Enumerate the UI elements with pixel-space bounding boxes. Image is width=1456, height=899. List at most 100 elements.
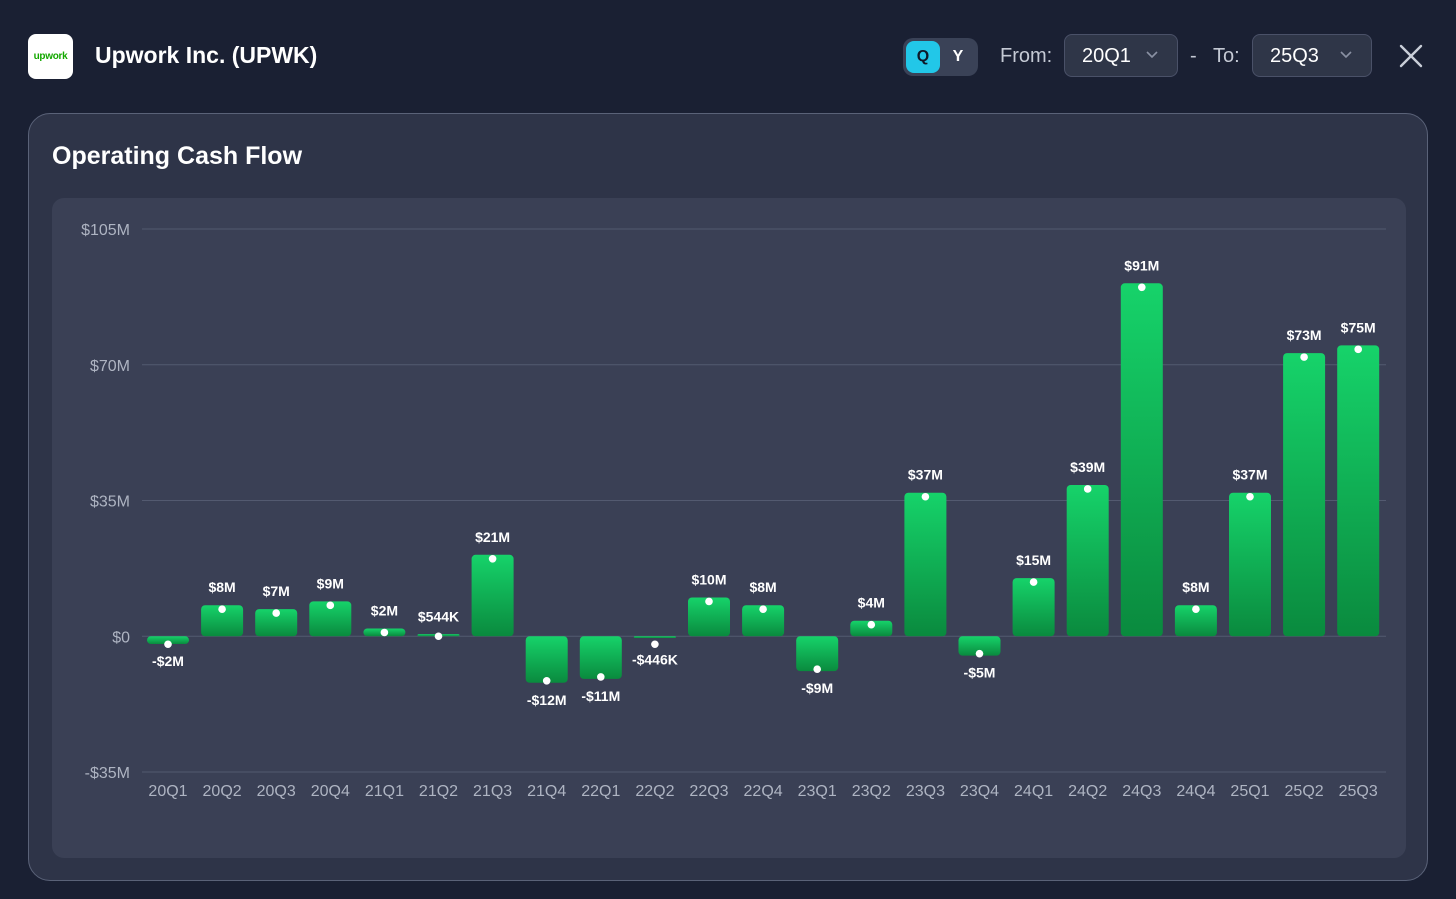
y-tick-label: $70M bbox=[90, 358, 130, 375]
x-tick-label: 22Q2 bbox=[635, 783, 674, 800]
bar bbox=[471, 554, 514, 637]
data-label: $37M bbox=[908, 467, 943, 483]
data-point bbox=[380, 628, 389, 637]
data-point bbox=[975, 649, 984, 658]
data-label: $544K bbox=[418, 608, 459, 624]
y-tick-label: $105M bbox=[81, 222, 130, 239]
bar bbox=[958, 636, 1001, 656]
data-label: $39M bbox=[1070, 459, 1105, 475]
chart-title: Operating Cash Flow bbox=[52, 142, 303, 170]
company-logo: upwork bbox=[28, 34, 73, 79]
company-name: Upwork Inc. (UPWK) bbox=[95, 42, 318, 68]
chart-plot-area: -$35M $0 $35M $70M $105M -$2M 20Q1 $8M 20Q2 $7M 20… bbox=[52, 198, 1406, 858]
to-period-value: 25Q3 bbox=[1270, 45, 1319, 67]
data-point bbox=[1354, 345, 1362, 354]
bar bbox=[579, 636, 622, 679]
x-tick-label: 25Q2 bbox=[1285, 783, 1324, 800]
x-tick-label: 23Q4 bbox=[960, 783, 999, 800]
data-label: $91M bbox=[1124, 257, 1159, 273]
data-point bbox=[488, 555, 497, 563]
data-label: $8M bbox=[749, 579, 776, 595]
bar bbox=[201, 605, 244, 637]
y-tick-label: $35M bbox=[90, 494, 130, 511]
bar bbox=[633, 636, 676, 638]
data-label: $9M bbox=[317, 575, 344, 591]
bar bbox=[796, 636, 839, 672]
x-tick-label: 22Q3 bbox=[689, 783, 728, 800]
x-tick-label: 21Q1 bbox=[365, 783, 404, 800]
data-point bbox=[759, 605, 767, 614]
x-tick-label: 25Q3 bbox=[1339, 783, 1378, 800]
operating-cash-flow-chart: -$35M $0 $35M $70M $105M -$2M 20Q1 $8M 20Q2 $7M 20… bbox=[81, 222, 1386, 800]
bar bbox=[1174, 605, 1217, 637]
from-label: From: bbox=[1000, 45, 1053, 67]
x-tick-label: 20Q1 bbox=[148, 783, 187, 800]
data-point bbox=[272, 609, 280, 617]
y-tick-label: $0 bbox=[112, 629, 130, 646]
x-tick-label: 20Q4 bbox=[311, 783, 350, 800]
bar bbox=[688, 597, 730, 637]
bar bbox=[525, 636, 568, 683]
data-point bbox=[921, 492, 930, 501]
data-point bbox=[705, 597, 713, 606]
data-label: $2M bbox=[371, 602, 398, 618]
data-point bbox=[1083, 485, 1092, 493]
close-icon[interactable] bbox=[1398, 43, 1424, 69]
bar bbox=[1120, 283, 1163, 637]
from-period-value: 20Q1 bbox=[1082, 45, 1131, 67]
x-tick-label: 24Q2 bbox=[1068, 783, 1107, 800]
x-tick-label: 23Q3 bbox=[906, 783, 945, 800]
data-label: -$9M bbox=[801, 680, 833, 696]
bar bbox=[309, 601, 352, 637]
x-tick-label: 25Q1 bbox=[1230, 783, 1269, 800]
data-point bbox=[1246, 492, 1254, 501]
x-tick-label: 24Q1 bbox=[1014, 783, 1053, 800]
x-tick-label: 21Q2 bbox=[419, 783, 458, 800]
data-point bbox=[164, 640, 172, 649]
yearly-toggle-button[interactable]: Y bbox=[952, 48, 964, 65]
data-label: $4M bbox=[858, 595, 885, 611]
data-label: -$2M bbox=[152, 653, 184, 669]
period-toggle[interactable]: Q Y bbox=[903, 38, 978, 76]
data-point bbox=[434, 632, 443, 641]
x-tick-label: 24Q3 bbox=[1122, 783, 1161, 800]
bar bbox=[1012, 578, 1055, 637]
chevron-down-icon bbox=[1146, 51, 1158, 59]
data-label: -$12M bbox=[527, 692, 567, 708]
bar bbox=[1229, 492, 1271, 637]
data-label: $37M bbox=[1232, 467, 1267, 483]
bar bbox=[904, 492, 947, 637]
data-label: $7M bbox=[263, 583, 290, 599]
data-label: -$5M bbox=[964, 665, 996, 681]
data-point bbox=[218, 605, 226, 614]
x-tick-label: 22Q1 bbox=[581, 783, 620, 800]
bar bbox=[1337, 345, 1380, 637]
data-label: $10M bbox=[691, 571, 726, 587]
data-point bbox=[1138, 283, 1146, 292]
data-label: $73M bbox=[1287, 327, 1322, 343]
data-point bbox=[651, 640, 659, 649]
from-period-select[interactable]: 20Q1 bbox=[1064, 34, 1178, 77]
x-tick-label: 21Q3 bbox=[473, 783, 512, 800]
y-tick-label: -$35M bbox=[85, 765, 130, 782]
to-label: To: bbox=[1213, 45, 1240, 67]
data-point bbox=[1300, 353, 1308, 361]
data-point bbox=[597, 673, 605, 681]
bar bbox=[742, 605, 785, 637]
x-tick-label: 23Q2 bbox=[852, 783, 891, 800]
data-label: $75M bbox=[1341, 319, 1376, 335]
data-label: $8M bbox=[208, 579, 235, 595]
data-point bbox=[867, 620, 876, 629]
quarterly-toggle-button[interactable]: Q bbox=[906, 41, 940, 73]
x-tick-label: 20Q2 bbox=[203, 783, 242, 800]
data-point bbox=[813, 665, 821, 673]
x-tick-label: 24Q4 bbox=[1176, 783, 1215, 800]
x-tick-label: 21Q4 bbox=[527, 783, 566, 800]
header: upwork Upwork Inc. (UPWK) Q Y From: 20Q1… bbox=[0, 0, 1456, 112]
chart-card: Operating Cash Flow -$35M $0 $35M $70M $105M… bbox=[28, 113, 1428, 881]
data-point bbox=[1192, 605, 1200, 614]
data-label: $8M bbox=[1182, 579, 1209, 595]
to-period-select[interactable]: 25Q3 bbox=[1252, 34, 1372, 77]
data-point bbox=[542, 676, 551, 685]
data-label: -$11M bbox=[581, 688, 620, 704]
